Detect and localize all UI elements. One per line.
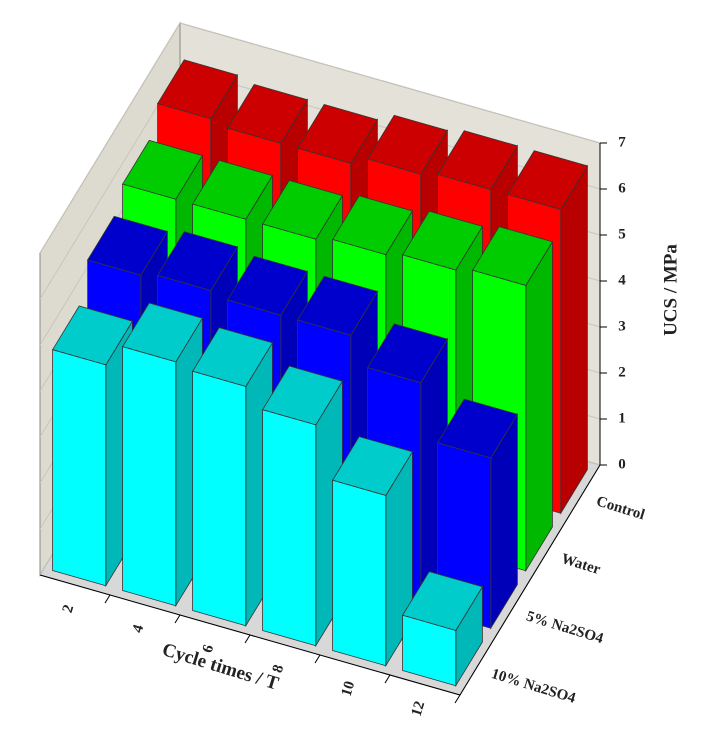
series-label: 5% Na2SO4 xyxy=(524,609,605,648)
x-tick xyxy=(104,594,111,604)
bar-front xyxy=(332,479,387,667)
bar xyxy=(121,302,204,608)
bar xyxy=(331,436,414,668)
series-label: Control xyxy=(594,494,646,524)
bar xyxy=(51,305,134,588)
z-tick-label: 3 xyxy=(618,318,626,334)
bar-side xyxy=(560,164,588,515)
series-label: Water xyxy=(559,551,602,578)
bar xyxy=(401,571,484,688)
x-tick-label: 10 xyxy=(339,679,359,698)
x-tick xyxy=(384,674,391,684)
bar-front xyxy=(122,346,177,607)
bar xyxy=(261,365,344,648)
z-tick-label: 6 xyxy=(618,180,626,196)
depth-axis xyxy=(459,464,601,696)
z-tick-label: 0 xyxy=(618,456,626,472)
bar xyxy=(191,327,274,628)
x-tick xyxy=(454,694,461,704)
z-tick-label: 5 xyxy=(618,226,626,242)
x-axis-title: Cycle times / T xyxy=(160,639,282,694)
x-tick-label: 4 xyxy=(130,622,148,634)
grid-line xyxy=(39,22,601,254)
x-tick-label: 8 xyxy=(270,663,287,675)
bar-side xyxy=(525,240,553,573)
z-tick-label: 2 xyxy=(618,364,626,380)
bar-front xyxy=(402,614,457,687)
x-tick xyxy=(314,654,321,664)
bar-front xyxy=(52,349,107,587)
x-tick-label: 12 xyxy=(409,699,429,718)
x-tick xyxy=(244,634,251,644)
bar-front xyxy=(192,370,247,627)
bar-front xyxy=(262,409,317,647)
z-tick-label: 1 xyxy=(618,410,626,426)
z-tick-label: 7 xyxy=(618,134,626,150)
z-tick-label: 4 xyxy=(618,272,626,288)
x-tick xyxy=(174,614,181,624)
series-label: 10% Na2SO4 xyxy=(489,666,577,707)
x-tick-label: 2 xyxy=(60,603,77,615)
z-axis-title: UCS / MPa xyxy=(660,244,681,336)
